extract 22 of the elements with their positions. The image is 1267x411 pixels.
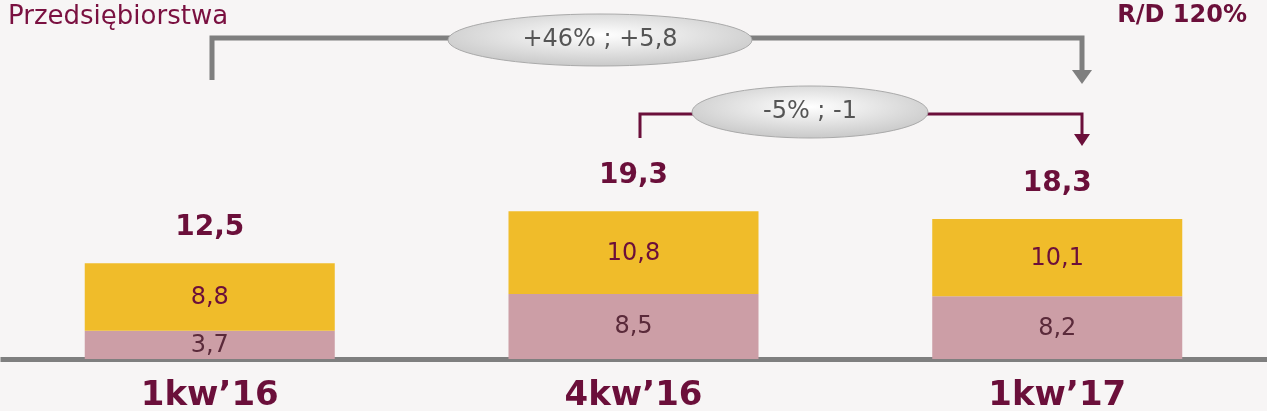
bar [932, 296, 1183, 359]
text: R/D 120% [1117, 0, 1247, 28]
data-label: 10,8 [606, 237, 661, 266]
text: +46% ; +5,8 [521, 24, 679, 52]
text: -5% ; -1 [762, 96, 858, 124]
x-tick-label: 1kw’17 [988, 372, 1127, 411]
total-label: 19,3 [598, 157, 669, 191]
data-label: 8,2 [1038, 312, 1077, 341]
total-label: 18,3 [1022, 164, 1092, 198]
data-label: 10,1 [1030, 242, 1084, 271]
data-label: 3,7 [190, 329, 229, 358]
bar [84, 263, 335, 331]
x-tick-label: 1kw’16 [140, 372, 279, 411]
data-label: 8,8 [190, 281, 229, 310]
chart-title: Przedsiębiorstwa [8, 0, 229, 30]
total-label: 12,5 [175, 209, 245, 243]
data-label: 8,5 [614, 311, 653, 340]
x-tick-label: 4kw’16 [564, 372, 703, 411]
bar [932, 218, 1183, 297]
bar [84, 330, 335, 359]
bar [508, 211, 759, 294]
bar [508, 293, 759, 359]
